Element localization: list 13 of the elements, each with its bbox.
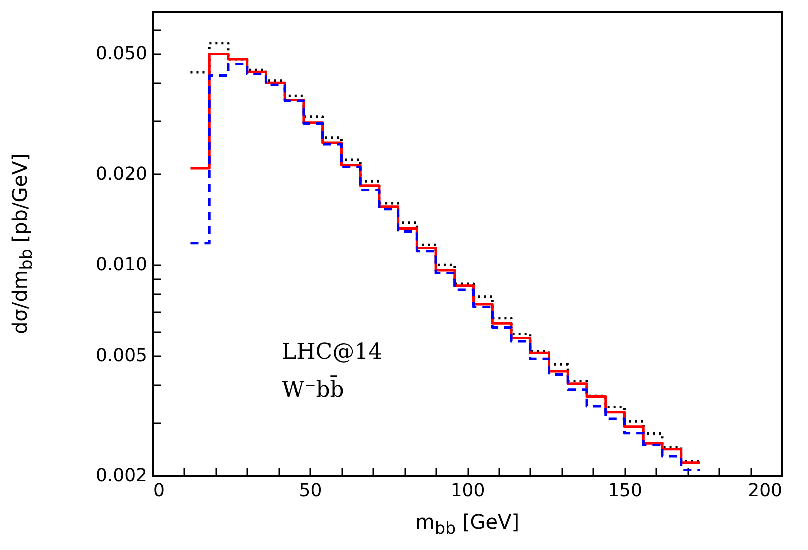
x-tick-label: 150 (608, 480, 642, 502)
x-tick-label: 0 (154, 480, 165, 502)
y-tick-label: 0.002 (96, 466, 148, 486)
annotation: LHC@14 (282, 340, 383, 365)
y-tick-label: 0.020 (96, 164, 148, 185)
y-tick-label: 0.010 (96, 254, 148, 276)
annotation: W⁻bb̄ (282, 378, 344, 403)
x-tick-label: 100 (450, 480, 486, 502)
y-tick-label: 0.005 (96, 345, 148, 366)
x-tick-label: 50 (299, 480, 322, 502)
x-tick-label: 200 (748, 480, 782, 502)
x-axis-title: m$_{bb}$ [GeV] (414, 510, 521, 538)
y-tick-label: 0.050 (96, 44, 148, 65)
